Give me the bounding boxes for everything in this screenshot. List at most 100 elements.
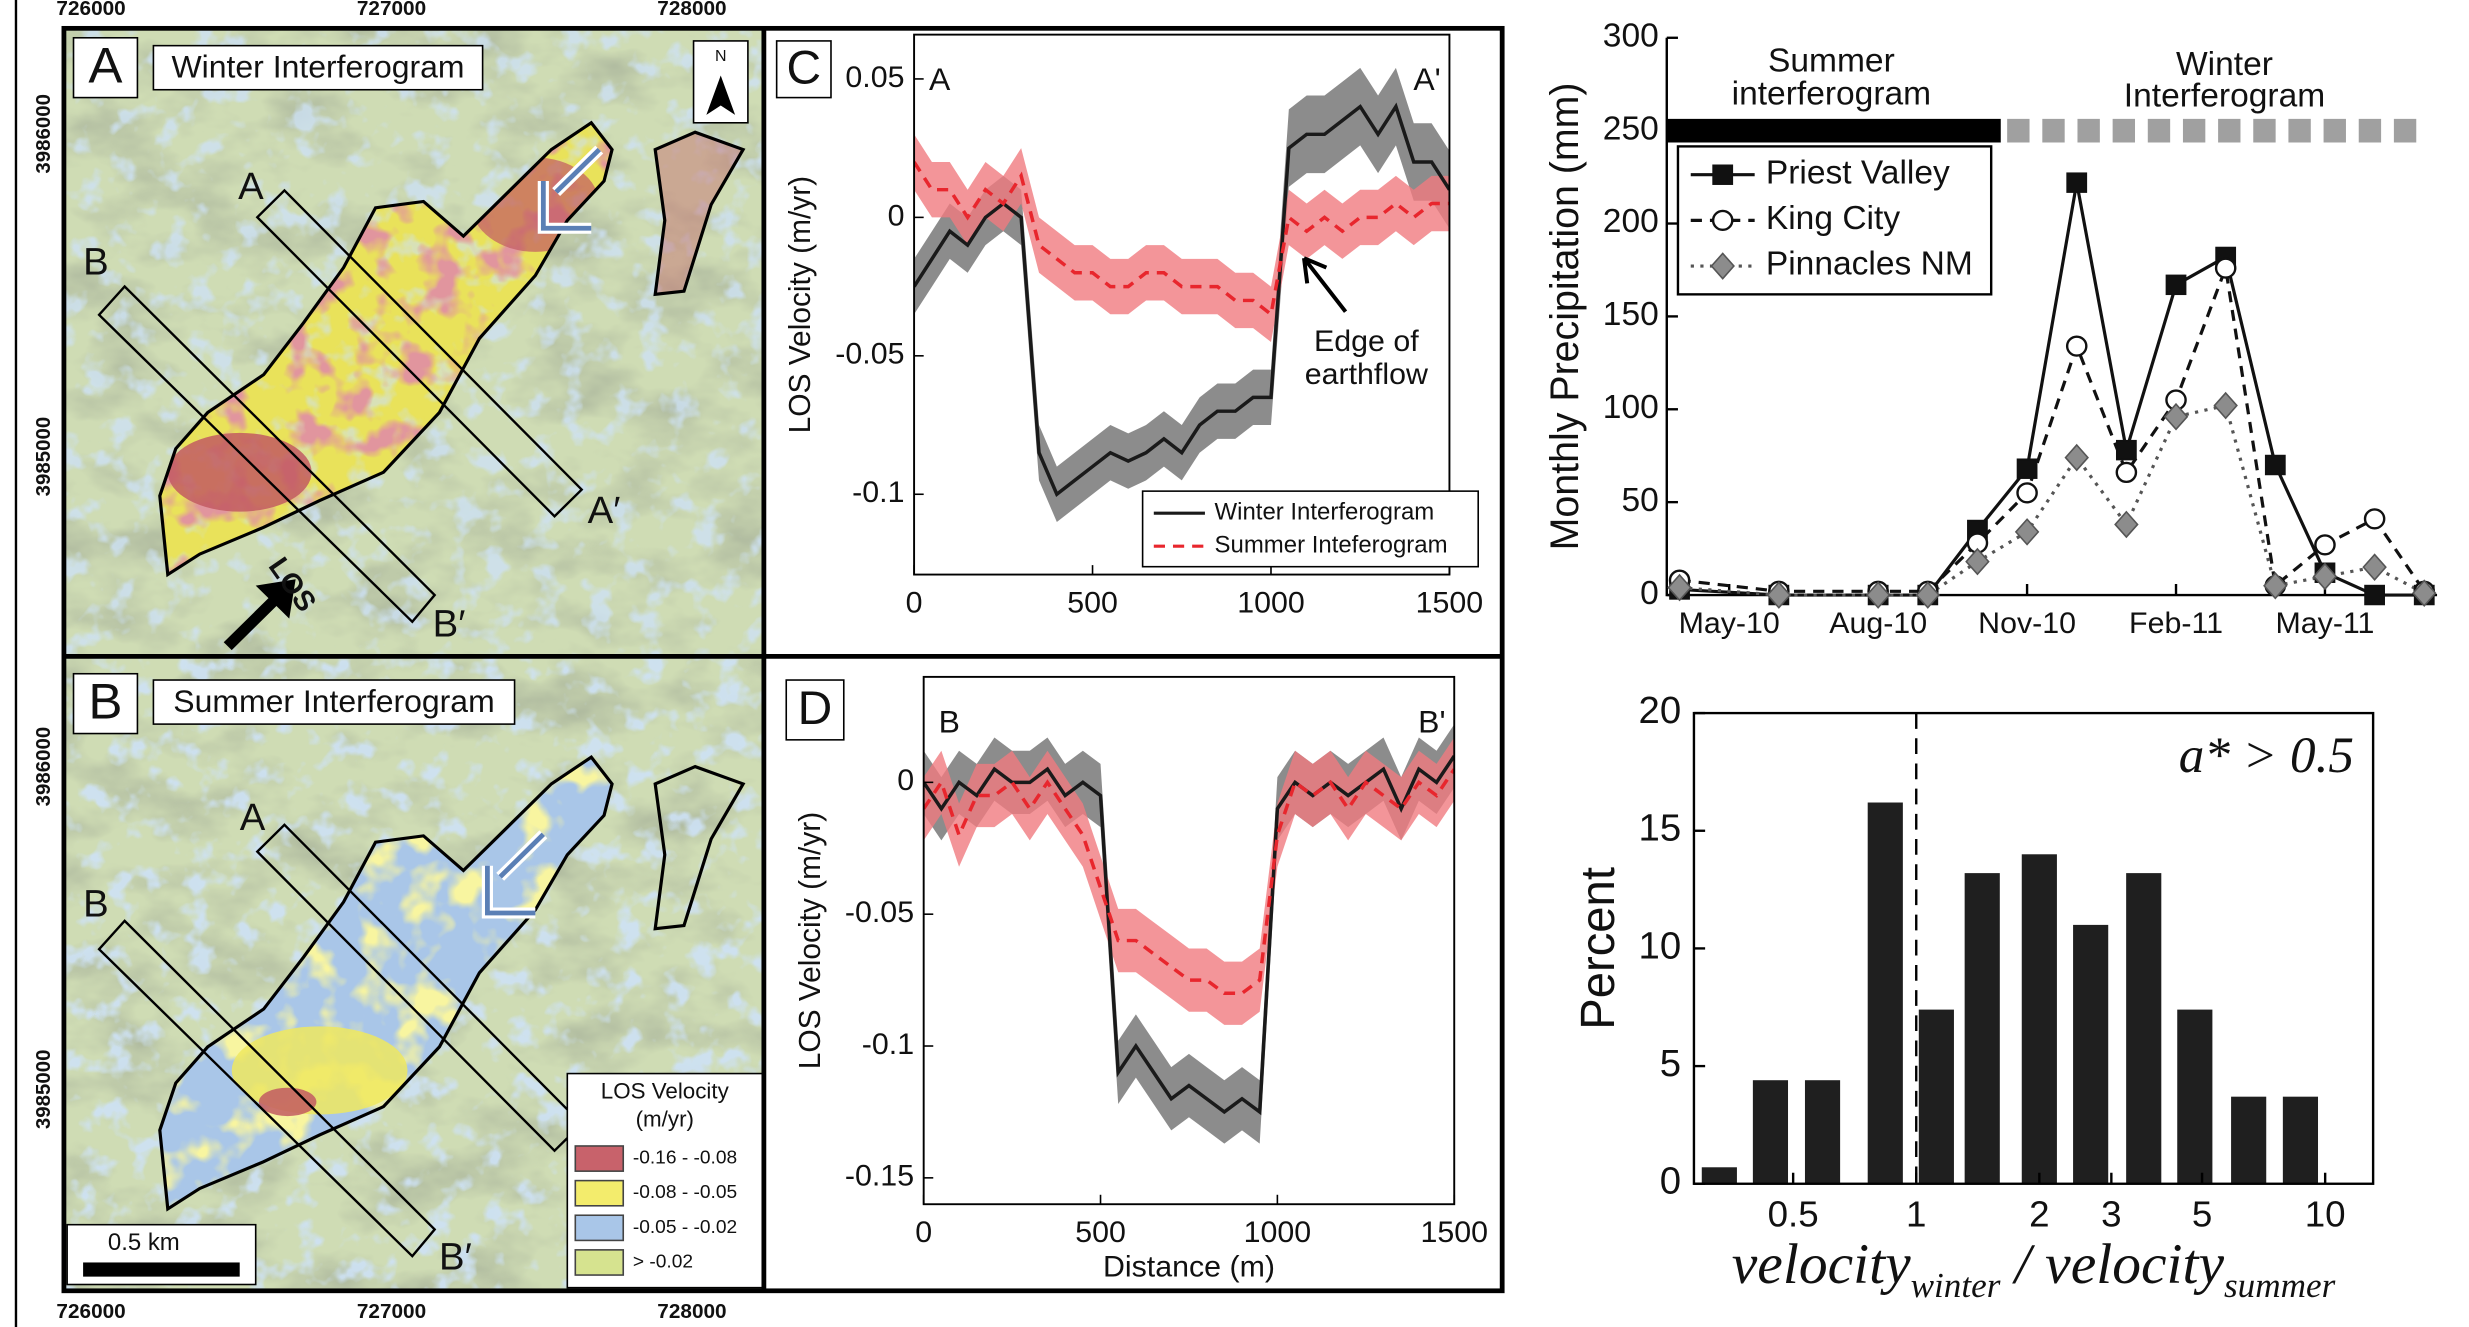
- map-title: Summer Interferogram: [173, 683, 494, 719]
- axes-box: [913, 33, 1451, 576]
- x-axis-label-subscript: summer: [2224, 1266, 2336, 1305]
- marker: [1712, 164, 1734, 185]
- legend-label: Summer Inteferogram: [1215, 532, 1448, 559]
- uncertainty-band: [923, 737, 1455, 1025]
- x-tick-label: May-11: [2275, 607, 2374, 640]
- marker: [2064, 443, 2089, 472]
- bar: [2021, 854, 2057, 1184]
- x-coordinate-label: 727000: [357, 1300, 426, 1323]
- legend-label: -0.05 - -0.02: [633, 1217, 737, 1238]
- legend: Winter Interferogram Summer Inteferogram: [1141, 490, 1480, 568]
- profile-label: A′: [588, 490, 621, 532]
- panel-label-box: [72, 36, 139, 99]
- period-label: Summer: [1768, 43, 1895, 80]
- marker: [2016, 482, 2038, 504]
- x-tick-label: 1: [1906, 1194, 1926, 1235]
- bar: [1804, 1080, 1841, 1184]
- legend-box: [1141, 490, 1480, 568]
- x-tick-label: 0: [906, 587, 923, 620]
- x-tick-label: 2: [2029, 1194, 2049, 1235]
- y-tick-label: 0: [888, 199, 905, 232]
- y-axis-label: Monthly Precipitation (mm): [1543, 82, 1587, 550]
- profile-end-label: A: [929, 61, 951, 97]
- legend-label: Priest Valley: [1766, 155, 1950, 192]
- bar: [2231, 1096, 2267, 1184]
- profile-end-label: B: [939, 704, 960, 740]
- marker: [2163, 402, 2189, 431]
- y-tick-label: 300: [1603, 18, 1659, 55]
- bar: [1918, 1009, 1954, 1184]
- panel-label-box: [775, 40, 832, 99]
- period-label: Winter: [2176, 46, 2273, 83]
- y-axis-label: Percent: [1572, 867, 1625, 1030]
- bar: [1701, 1167, 1737, 1184]
- marker: [1711, 209, 1734, 232]
- y-tick-label: 50: [1621, 482, 1658, 519]
- x-axis-label: velocitywinter / velocitysummer: [1732, 1234, 2336, 1305]
- marker: [2263, 571, 2288, 600]
- uncertainty-band: [914, 134, 1450, 342]
- marker: [2014, 518, 2040, 546]
- x-tick-label: Feb-11: [2129, 607, 2223, 640]
- x-tick-label: 1500: [1420, 1216, 1488, 1249]
- marker: [2362, 553, 2387, 581]
- y-tick-label: 20: [1639, 690, 1682, 732]
- x-axis-label-part: / velocity: [2000, 1234, 2224, 1297]
- x-tick-label: May-10: [1679, 607, 1780, 640]
- panel-label: A: [88, 37, 122, 94]
- x-coordinate-label: 728000: [657, 0, 726, 20]
- panel-label: D: [798, 682, 833, 735]
- bar: [2177, 1009, 2213, 1184]
- x-tick-label: 0.5: [1768, 1194, 1819, 1235]
- y-tick-label: 250: [1603, 111, 1659, 148]
- marker: [2213, 391, 2238, 420]
- y-tick-label: 15: [1639, 808, 1682, 850]
- x-tick-label: 500: [1075, 1216, 1126, 1249]
- marker: [1865, 581, 1891, 609]
- y-tick-label: 0: [1640, 575, 1659, 612]
- profile-line: [914, 161, 1450, 318]
- y-tick-label: -0.1: [862, 1028, 914, 1061]
- marker: [1710, 252, 1735, 280]
- x-axis-label-subscript: winter: [1911, 1266, 2001, 1305]
- profile-label: A: [238, 166, 264, 208]
- x-tick-label: Nov-10: [1978, 607, 2076, 640]
- marker: [2214, 257, 2237, 279]
- period-label: interferogram: [1732, 76, 1932, 113]
- profile-end-label: A': [1413, 61, 1440, 97]
- y-axis-label: LOS Velocity (m/yr): [784, 176, 817, 434]
- bar: [2126, 873, 2162, 1184]
- legend-label: -0.16 - -0.08: [633, 1148, 737, 1169]
- y-tick-label: -0.05: [835, 338, 904, 371]
- legend-label: -0.08 - -0.05: [633, 1182, 737, 1203]
- marker: [2363, 508, 2386, 530]
- legend-label: King City: [1766, 200, 1901, 237]
- x-tick-label: 5: [2192, 1194, 2212, 1235]
- legend-swatch: [574, 1249, 625, 1276]
- y-tick-label: 200: [1603, 203, 1659, 240]
- x-tick-label: 1500: [1416, 587, 1484, 620]
- axes-box: [922, 675, 1456, 1206]
- legend-title: (m/yr): [636, 1107, 694, 1132]
- period-label: Interferogram: [2124, 78, 2325, 115]
- profile-line: [923, 768, 1455, 996]
- map-legend: LOS Velocity (m/yr) -0.16 - -0.08 -0.08 -…: [566, 1072, 764, 1289]
- y-coordinate-label: 3986000: [32, 94, 55, 174]
- y-tick-label: 10: [1639, 926, 1682, 968]
- x-coordinate-label: 728000: [657, 1300, 726, 1323]
- marker: [2364, 584, 2385, 606]
- map-title: Winter Interferogram: [171, 49, 464, 85]
- x-tick-label: 500: [1067, 587, 1118, 620]
- x-tick-label: 3: [2101, 1194, 2121, 1235]
- legend-label: Winter Interferogram: [1215, 499, 1435, 526]
- panel-label: B: [88, 673, 122, 730]
- marker: [1667, 573, 1692, 602]
- map-a-image: [63, 28, 764, 657]
- marker: [2264, 454, 2286, 476]
- y-tick-label: 0.05: [845, 61, 904, 94]
- scale-bar-label: 0.5 km: [108, 1229, 180, 1256]
- precip-line: [1679, 403, 2426, 597]
- map-title-box: [152, 679, 516, 725]
- legend-swatch: [574, 1214, 625, 1242]
